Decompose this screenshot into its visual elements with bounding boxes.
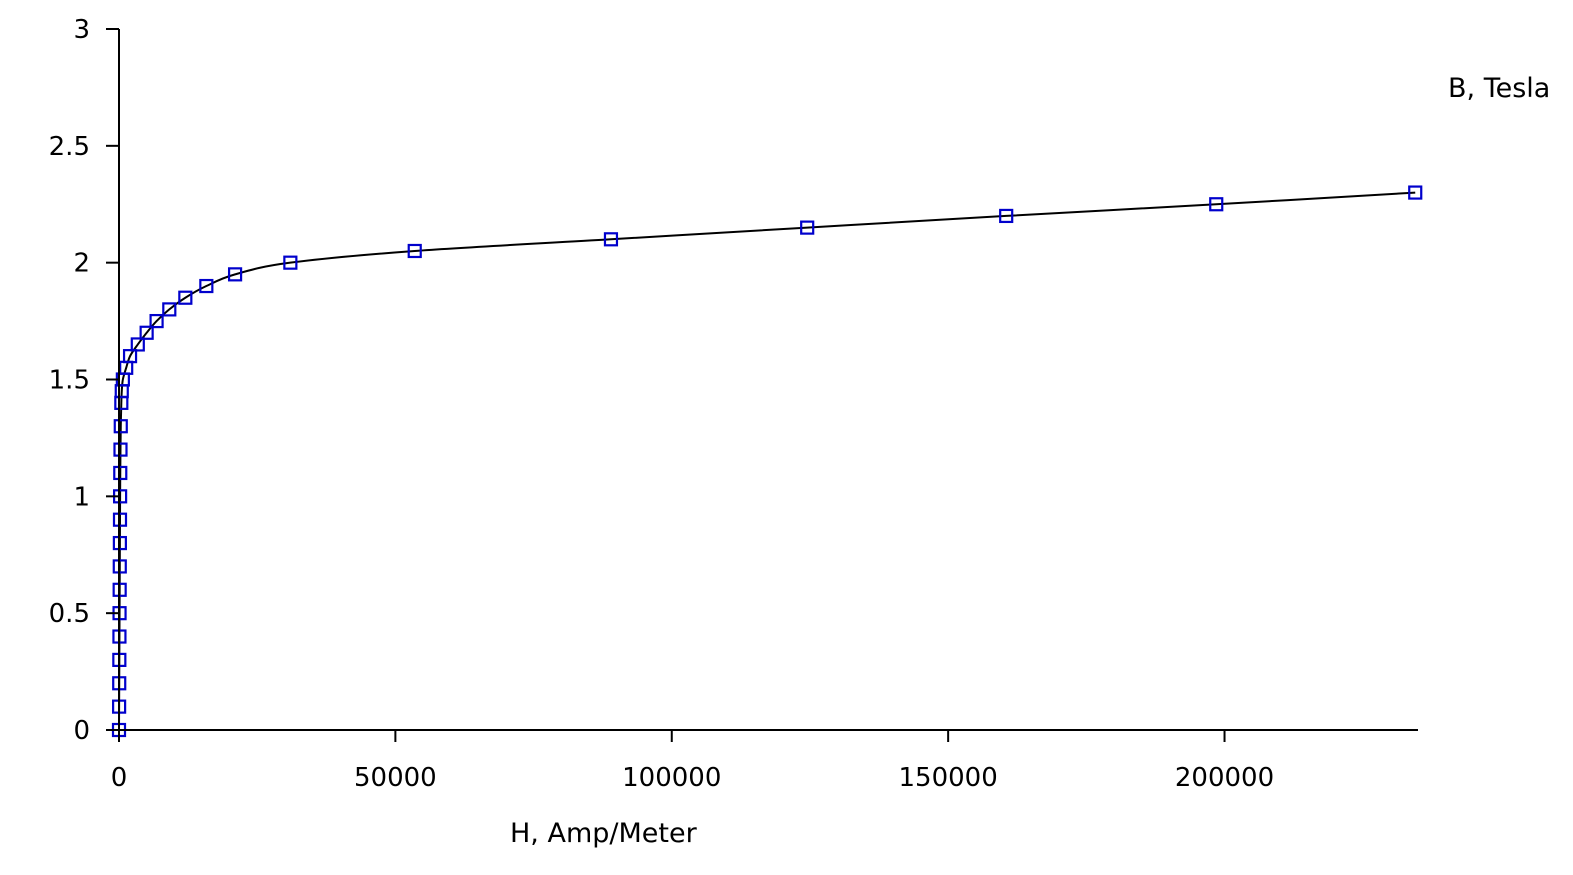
- curve-layer: [118, 191, 1416, 731]
- data-point: [162, 302, 177, 317]
- data-point: [1408, 185, 1423, 200]
- data-point: [199, 278, 214, 294]
- data-point: [283, 255, 298, 270]
- x-tick-label: 0: [111, 763, 128, 793]
- data-point: [800, 220, 815, 235]
- data-point: [130, 337, 145, 352]
- series-line: [118, 191, 1416, 731]
- data-point: [139, 325, 154, 340]
- x-tick-label: 50000: [354, 763, 437, 793]
- y-tick-label: 2: [73, 249, 90, 279]
- x-tick-label: 200000: [1175, 763, 1274, 793]
- data-point: [113, 442, 128, 457]
- x-tick-label: 150000: [899, 763, 998, 793]
- data-point: [999, 208, 1014, 224]
- data-point: [603, 232, 619, 247]
- data-point: [149, 313, 164, 329]
- data-point: [407, 243, 422, 259]
- x-tick-label: 100000: [622, 763, 721, 793]
- x-axis-title: H, Amp/Meter: [510, 818, 698, 849]
- data-point: [113, 419, 128, 434]
- data-point: [122, 349, 138, 364]
- y-tick-label: 0: [73, 716, 90, 746]
- data-point: [178, 290, 193, 305]
- y-tick-label: 1: [73, 482, 90, 512]
- y-tick-label: 0.5: [49, 599, 90, 629]
- y-tick-label: 2.5: [49, 132, 90, 162]
- axis-layer: 0 0.5 1 1.5 2 2.5 3 0 50000 100000 150000 200000: [49, 15, 1418, 793]
- y-tick-label: 1.5: [49, 366, 90, 396]
- y-tick-label: 3: [73, 15, 90, 45]
- data-point: [113, 465, 128, 481]
- data-point: [1209, 197, 1224, 212]
- data-point: [227, 267, 243, 282]
- y-axis-title: B, Tesla: [1448, 73, 1550, 104]
- marker-layer: [111, 185, 1423, 738]
